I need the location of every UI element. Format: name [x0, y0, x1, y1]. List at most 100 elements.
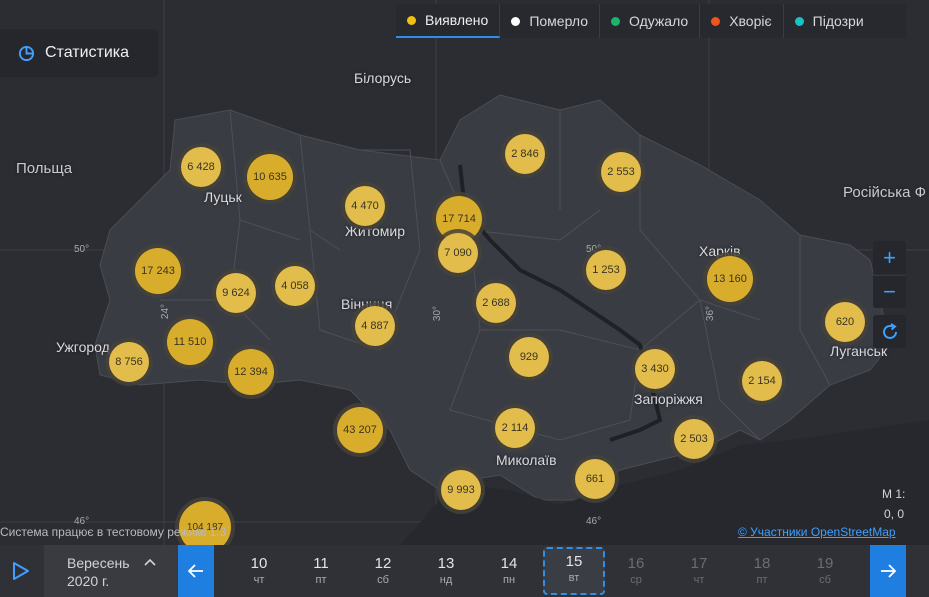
case-cluster-marker[interactable]: 104 187 — [179, 501, 231, 545]
legend-recovered[interactable]: Одужало — [600, 4, 701, 38]
day-number: 13 — [437, 555, 455, 572]
case-cluster-marker[interactable]: 620 — [825, 302, 865, 342]
status-dot-icon — [511, 16, 521, 26]
case-cluster-marker[interactable]: 12 394 — [228, 349, 274, 395]
pie-chart-icon — [18, 45, 35, 61]
legend-suspected[interactable]: Підозри — [784, 4, 875, 38]
day-14[interactable]: 14 пн — [479, 549, 539, 593]
case-cluster-marker[interactable]: 7 090 — [438, 233, 478, 273]
case-cluster-marker[interactable]: 17 243 — [135, 248, 181, 294]
weekday-label: чт — [253, 574, 265, 586]
grid-label: 24° — [160, 303, 172, 320]
legend-detected[interactable]: Виявлено — [396, 4, 501, 38]
label-lutsk: Луцьк — [204, 189, 242, 205]
statistics-button[interactable]: Статистика — [0, 29, 158, 77]
case-cluster-marker[interactable]: 43 207 — [337, 407, 383, 453]
day-19[interactable]: 19 сб — [795, 549, 855, 593]
label-kharkiv: Харків — [699, 243, 741, 259]
weekday-label: нд — [439, 574, 453, 586]
month-selector[interactable]: Вересень 2020 г. — [44, 545, 178, 597]
day-15[interactable]: 15 вт — [543, 547, 605, 595]
day-12[interactable]: 12 сб — [353, 549, 413, 593]
label-russia: Російська Ф — [843, 184, 927, 201]
black-sea — [400, 420, 929, 545]
case-cluster-marker[interactable]: 2 154 — [742, 361, 782, 401]
legend-label: Одужало — [629, 13, 689, 29]
case-cluster-marker[interactable]: 10 635 — [247, 154, 293, 200]
day-number: 17 — [690, 555, 708, 572]
legend-label: Хворіє — [729, 13, 772, 29]
zoom-in-button[interactable]: + — [873, 241, 906, 274]
status-dot-icon — [711, 16, 721, 26]
zoom-out-button[interactable]: − — [873, 275, 906, 308]
day-number: 19 — [816, 555, 834, 572]
case-cluster-marker[interactable]: 929 — [509, 337, 549, 377]
map-view[interactable]: Білорусь Польща Російська Ф Луцьк Житоми… — [0, 0, 929, 545]
grid-label: 36° — [705, 305, 717, 322]
case-cluster-marker[interactable]: 3 430 — [635, 349, 675, 389]
grid-label: 46° — [74, 516, 90, 527]
case-cluster-marker[interactable]: 2 503 — [674, 419, 714, 459]
reset-view-button[interactable] — [873, 315, 906, 348]
weekday-label: пт — [315, 574, 327, 586]
label-luhansk: Луганськ — [830, 343, 888, 359]
case-cluster-marker[interactable]: 4 470 — [345, 186, 385, 226]
status-dot-icon — [407, 15, 416, 25]
day-13[interactable]: 13 нд — [416, 549, 476, 593]
grid-label: 50° — [74, 244, 90, 255]
day-number: 12 — [374, 555, 392, 572]
case-cluster-marker[interactable]: 2 553 — [601, 152, 641, 192]
legend-sick[interactable]: Хворіє — [700, 4, 784, 38]
case-cluster-marker[interactable]: 9 993 — [441, 470, 481, 510]
weekday-label: ср — [630, 574, 642, 586]
case-cluster-marker[interactable]: 2 846 — [505, 134, 545, 174]
next-day-button[interactable] — [870, 545, 906, 597]
day-number: 14 — [500, 555, 518, 572]
weekday-label: сб — [377, 574, 389, 586]
legend-label: Підозри — [812, 13, 864, 29]
day-number: 11 — [313, 555, 329, 572]
play-icon — [13, 562, 29, 580]
case-cluster-marker[interactable]: 2 688 — [476, 283, 516, 323]
day-number: 15 — [565, 553, 583, 570]
weekday-label: пн — [502, 574, 516, 586]
legend-label: Виявлено — [425, 12, 489, 28]
legend-bar: Виявлено Померло Одужало Хворіє Підозри — [396, 4, 906, 38]
day-17[interactable]: 17 чт — [669, 549, 729, 593]
case-cluster-marker[interactable]: 6 428 — [181, 147, 221, 187]
day-18[interactable]: 18 пт — [732, 549, 792, 593]
previous-day-button[interactable] — [178, 545, 214, 597]
case-cluster-marker[interactable]: 9 624 — [216, 273, 256, 313]
statistics-label: Статистика — [45, 44, 130, 61]
day-16[interactable]: 16 ср — [606, 549, 666, 593]
plus-icon: + — [883, 244, 896, 270]
status-dot-icon — [611, 16, 621, 26]
coordinates-readout: 0, 0 — [884, 507, 905, 521]
day-11[interactable]: 11 пт — [291, 549, 351, 593]
weekday-label: вт — [568, 572, 580, 584]
label-belarus: Білорусь — [354, 70, 412, 86]
label-poland: Польща — [16, 160, 73, 177]
month-label: Вересень — [67, 555, 130, 571]
case-cluster-marker[interactable]: 1 253 — [586, 250, 626, 290]
label-zhytomyr: Житомир — [345, 223, 406, 239]
case-cluster-marker[interactable]: 13 160 — [707, 256, 753, 302]
day-number: 16 — [627, 555, 645, 572]
osm-attribution-link[interactable]: © Участники OpenStreetMap — [738, 525, 896, 539]
weekday-label: пт — [756, 574, 768, 586]
case-cluster-marker[interactable]: 4 887 — [355, 306, 395, 346]
year-label: 2020 г. — [67, 573, 110, 589]
play-button[interactable] — [0, 545, 42, 597]
case-cluster-marker[interactable]: 8 756 — [109, 342, 149, 382]
legend-died[interactable]: Померло — [500, 4, 601, 38]
case-cluster-marker[interactable]: 11 510 — [167, 319, 213, 365]
case-cluster-marker[interactable]: 4 058 — [275, 266, 315, 306]
case-cluster-marker[interactable]: 661 — [575, 459, 615, 499]
timeline-bar: Вересень 2020 г. 10 чт 11 пт 12 сб 13 нд 14 пн 15 в… — [0, 545, 929, 597]
grid-label: 50° — [586, 244, 602, 255]
scale-readout: М 1: — [882, 487, 906, 501]
case-cluster-marker[interactable]: 2 114 — [495, 408, 535, 448]
day-10[interactable]: 10 чт — [229, 549, 289, 593]
minus-icon: − — [883, 279, 896, 304]
weekday-label: сб — [819, 574, 831, 586]
